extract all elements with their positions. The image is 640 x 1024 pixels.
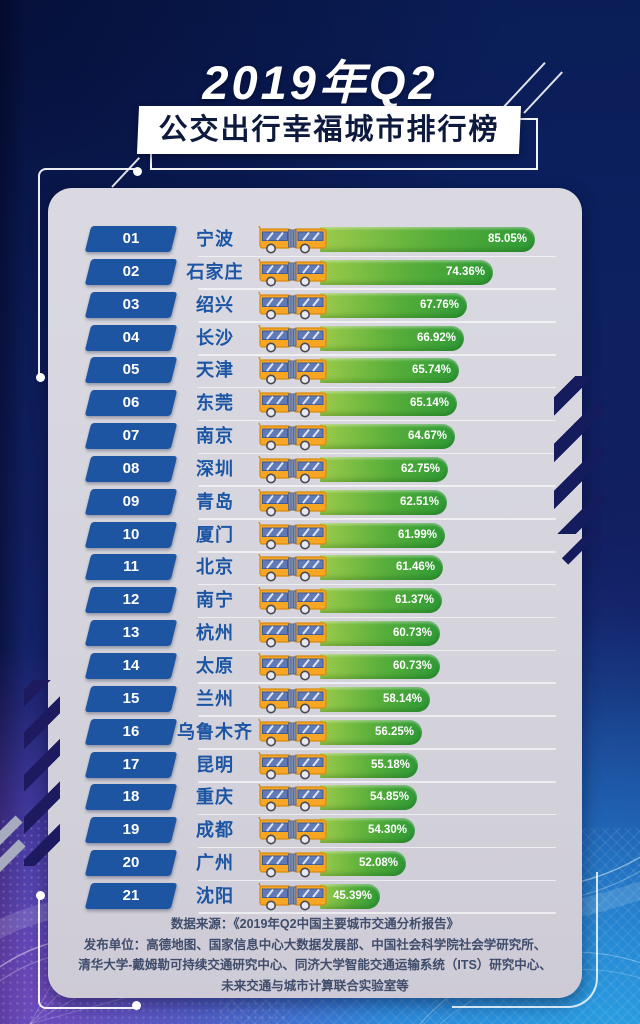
corner-line-bottom-right [452, 872, 598, 1008]
bus-icon [258, 751, 327, 779]
bus-icon [258, 587, 327, 615]
ranking-row: 13 杭州 60.73% [48, 619, 582, 652]
score-value: 56.25% [374, 725, 414, 738]
score-bar: 64.67% [320, 424, 455, 450]
score-bar: 67.76% [320, 292, 467, 318]
score-value: 62.51% [399, 495, 439, 508]
ranking-row: 16 乌鲁木齐 56.25% [48, 718, 582, 750]
ranking-row: 17 昆明 55.18% [48, 751, 582, 783]
bus-icon [258, 324, 327, 353]
score-bar: 61.37% [320, 588, 442, 614]
bus-icon [258, 258, 327, 287]
score-bar: 52.08% [320, 851, 406, 877]
score-bar: 65.14% [320, 391, 457, 417]
ranking-row: 06 东莞 65.14% [48, 389, 582, 422]
score-value: 54.30% [367, 824, 407, 837]
ranking-row: 19 成都 54.30% [48, 816, 582, 849]
score-value: 67.76% [419, 298, 459, 311]
node-dot [133, 167, 142, 176]
corner-line-top-left [38, 168, 140, 380]
score-value: 58.14% [382, 692, 422, 705]
score-value: 65.74% [411, 364, 451, 377]
ranking-row: 08 深圳 62.75% [48, 455, 582, 487]
bus-icon [258, 685, 327, 714]
ranking-row: 15 兰州 58.14% [48, 685, 582, 717]
bus-icon [258, 357, 327, 385]
bus-icon [258, 619, 327, 648]
score-value: 45.39% [332, 889, 372, 902]
bus-icon [258, 488, 327, 517]
score-value: 74.36% [445, 265, 485, 278]
node-dot [132, 1001, 141, 1010]
score-bar: 58.14% [320, 686, 430, 712]
score-bar: 54.85% [320, 785, 417, 811]
score-bar: 61.99% [320, 522, 445, 548]
score-value: 61.37% [394, 594, 434, 607]
score-bar: 45.39% [320, 883, 380, 909]
node-dot [36, 373, 45, 382]
bus-icon [258, 225, 327, 254]
bus-icon [258, 422, 327, 451]
score-bar: 56.25% [320, 719, 422, 745]
bus-icon [258, 849, 327, 878]
score-value: 85.05% [487, 233, 527, 245]
bus-icon [258, 816, 327, 845]
bus-icon [258, 455, 327, 484]
score-value: 61.99% [397, 528, 437, 541]
score-bar: 60.73% [320, 653, 440, 679]
page-title: 2019年Q2 [202, 56, 438, 109]
gray-stripe-decoration [0, 839, 26, 875]
score-bar: 55.18% [320, 752, 418, 778]
score-value: 64.67% [407, 430, 447, 443]
score-bar: 62.51% [320, 489, 447, 515]
bus-icon [258, 291, 327, 320]
score-value: 65.14% [409, 397, 449, 410]
score-value: 55.18% [370, 758, 410, 771]
bus-icon [258, 652, 327, 681]
ranking-row: 11 北京 61.46% [48, 554, 582, 586]
score-bar: 61.46% [320, 555, 443, 581]
score-bar: 66.92% [320, 325, 464, 351]
ranking-row: 07 南京 64.67% [48, 422, 582, 455]
corner-line-bottom-left [38, 895, 140, 1009]
score-value: 60.73% [392, 627, 432, 640]
bus-icon [258, 784, 327, 812]
score-value: 62.75% [400, 462, 440, 475]
subtitle-banner: 公交出行幸福城市排行榜 [136, 106, 522, 154]
score-bar: 62.75% [320, 456, 448, 482]
ranking-row: 09 青岛 62.51% [48, 488, 582, 520]
bus-icon [258, 554, 327, 582]
score-bar: 60.73% [320, 621, 440, 647]
ranking-row: 18 重庆 54.85% [48, 784, 582, 816]
score-value: 60.73% [392, 659, 432, 672]
score-bar: 74.36% [320, 259, 493, 285]
score-value: 52.08% [358, 857, 398, 870]
score-value: 61.46% [395, 561, 435, 574]
bus-icon [258, 521, 327, 550]
page-subtitle: 公交出行幸福城市排行榜 [158, 114, 500, 146]
bus-icon [258, 718, 327, 747]
ranking-row: 12 南宁 61.37% [48, 587, 582, 619]
bus-icon [258, 882, 327, 911]
score-bar: 65.74% [320, 358, 459, 384]
score-bar: 54.30% [320, 818, 415, 844]
score-bar: 85.05% [320, 227, 535, 252]
bus-icon [258, 389, 327, 418]
ranking-row: 14 太原 60.73% [48, 652, 582, 684]
node-dot [36, 891, 45, 900]
ranking-row: 10 厦门 61.99% [48, 521, 582, 553]
score-value: 66.92% [416, 331, 456, 344]
score-value: 54.85% [369, 791, 409, 804]
